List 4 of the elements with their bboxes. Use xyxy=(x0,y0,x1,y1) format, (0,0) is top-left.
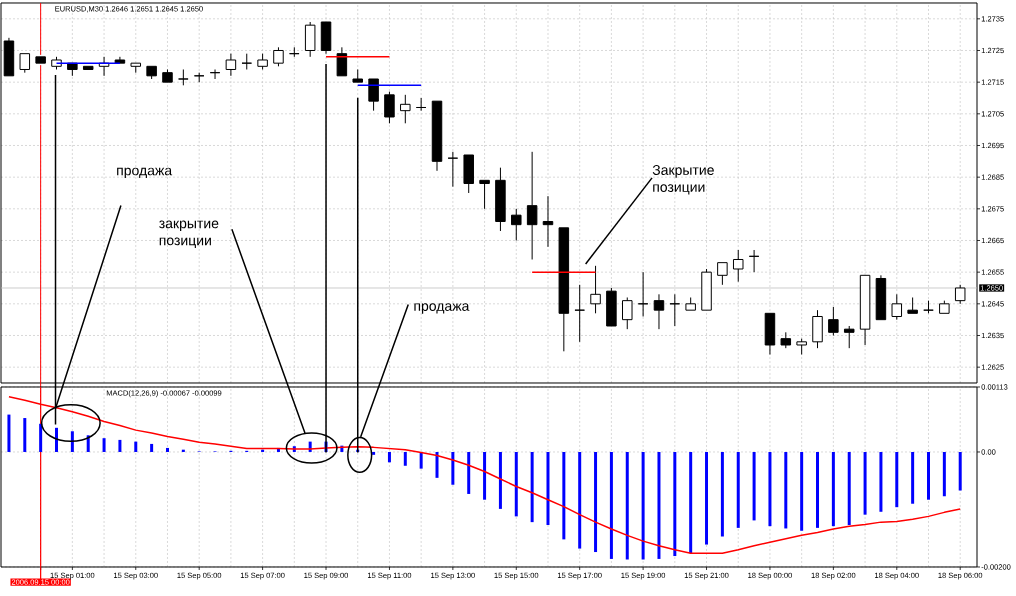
annotation: продажа xyxy=(117,167,173,179)
annotation: Закрытие позиции xyxy=(652,165,714,195)
annotation: закрытие позиции xyxy=(159,220,219,248)
annotation: продажа xyxy=(414,303,470,314)
